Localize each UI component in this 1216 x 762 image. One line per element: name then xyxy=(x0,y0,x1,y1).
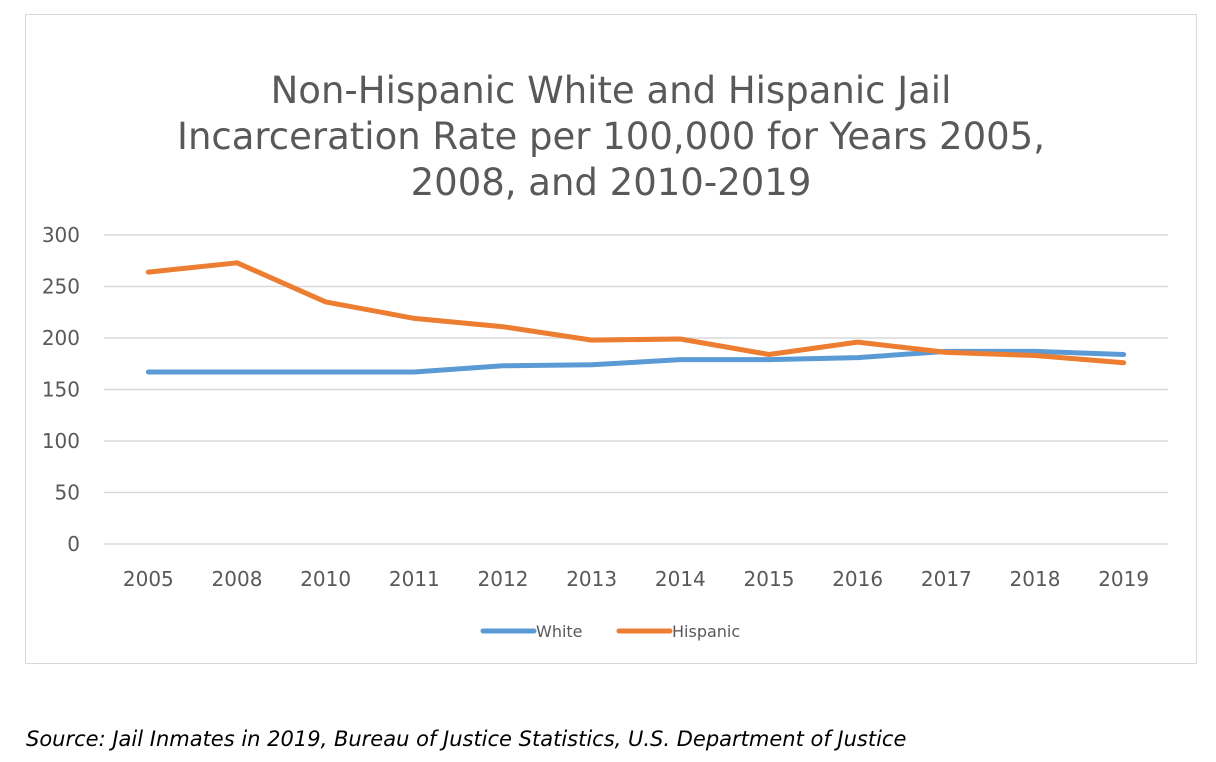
data-point-hispanic xyxy=(768,353,770,355)
data-point-white xyxy=(1123,353,1125,355)
data-point-white xyxy=(502,365,504,367)
chart-title-line-3: 2008, and 2010-2019 xyxy=(410,161,812,204)
x-tick-label: 2014 xyxy=(655,567,706,591)
gridlines xyxy=(104,234,1168,545)
y-tick-label: 100 xyxy=(42,429,80,453)
data-point-hispanic xyxy=(1123,362,1125,364)
data-point-hispanic xyxy=(591,339,593,341)
x-tick-label: 2017 xyxy=(921,567,972,591)
x-tick-label: 2015 xyxy=(744,567,795,591)
legend-label-hispanic: Hispanic xyxy=(672,622,740,641)
data-point-hispanic xyxy=(502,326,504,328)
data-point-hispanic xyxy=(325,301,327,303)
data-point-hispanic xyxy=(679,338,681,340)
x-tick-label: 2019 xyxy=(1098,567,1149,591)
data-point-hispanic xyxy=(413,317,415,319)
chart-frame xyxy=(25,14,1197,664)
y-tick-label: 300 xyxy=(42,223,80,247)
series-line-hispanic xyxy=(145,260,1127,366)
data-point-white xyxy=(591,364,593,366)
x-tick-label: 2010 xyxy=(300,567,351,591)
data-point-white xyxy=(1034,350,1036,352)
y-tick-label: 150 xyxy=(42,378,80,402)
data-point-white xyxy=(857,357,859,359)
chart-title-line-2: Incarceration Rate per 100,000 for Years… xyxy=(177,115,1045,158)
data-point-hispanic xyxy=(236,262,238,264)
y-tick-label: 50 xyxy=(55,481,80,505)
y-tick-label: 250 xyxy=(42,275,80,299)
data-point-white xyxy=(147,371,149,373)
data-point-white xyxy=(413,371,415,373)
y-axis-ticks: 0 50 100 150 200 250 300 xyxy=(42,223,80,556)
data-point-hispanic xyxy=(1034,355,1036,357)
x-tick-label: 2012 xyxy=(478,567,529,591)
x-tick-label: 2005 xyxy=(123,567,174,591)
x-tick-label: 2008 xyxy=(212,567,263,591)
x-tick-label: 2013 xyxy=(566,567,617,591)
x-axis-ticks: 2005 2008 2010 2011 2012 2013 2014 2015 2016 2017… xyxy=(123,567,1149,591)
data-point-white xyxy=(236,371,238,373)
y-tick-label: 0 xyxy=(67,532,80,556)
data-point-white xyxy=(325,371,327,373)
series-lines xyxy=(145,260,1127,375)
legend: White Hispanic xyxy=(480,622,740,641)
legend-label-white: White xyxy=(536,622,583,641)
x-tick-label: 2018 xyxy=(1010,567,1061,591)
data-point-hispanic xyxy=(857,341,859,343)
x-tick-label: 2016 xyxy=(832,567,883,591)
data-point-white xyxy=(768,359,770,361)
source-caption: Source: Jail Inmates in 2019, Bureau of … xyxy=(26,727,907,751)
x-tick-label: 2011 xyxy=(389,567,440,591)
y-tick-label: 200 xyxy=(42,326,80,350)
chart-title: Non-Hispanic White and Hispanic Jail Inc… xyxy=(25,68,1197,206)
data-point-white xyxy=(679,359,681,361)
chart-title-line-1: Non-Hispanic White and Hispanic Jail xyxy=(270,69,952,112)
data-point-hispanic xyxy=(147,271,149,273)
data-point-hispanic xyxy=(945,351,947,353)
